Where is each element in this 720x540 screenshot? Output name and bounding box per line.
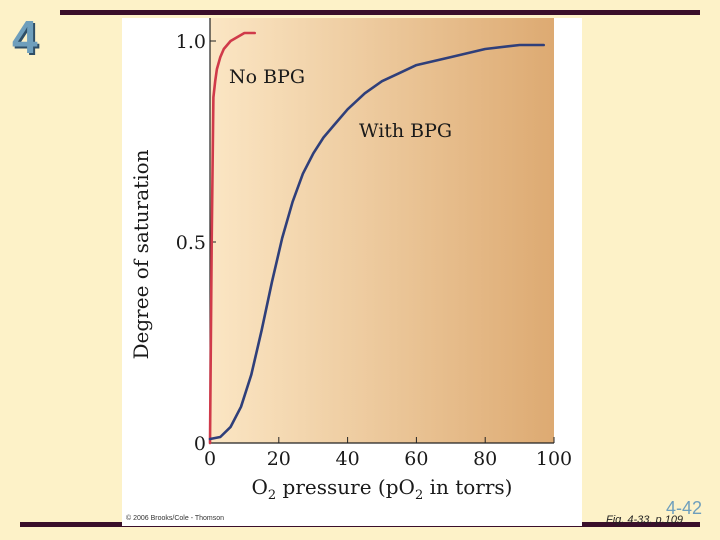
axes: 0 20 40 60 80 100 0 0.5 1.0 <box>176 18 572 470</box>
series-line-no-bpg <box>208 31 256 445</box>
chart-panel: 0 20 40 60 80 100 0 0.5 1.0 No BPG With BPG O2 p… <box>122 18 582 526</box>
series-layer <box>208 31 546 445</box>
x-axis-title: O2 pressure (pO2 in torrs) <box>252 475 513 503</box>
y-tick-label: 0 <box>194 433 206 455</box>
series-label-no-bpg: No BPG <box>229 66 305 88</box>
x-tick-label: 20 <box>267 448 291 470</box>
x-tick-label: 60 <box>404 448 428 470</box>
slide-number: 4-42 <box>666 498 703 518</box>
saturation-chart: 0 20 40 60 80 100 0 0.5 1.0 No BPG With BPG O2 p… <box>129 18 572 503</box>
x-tick-label: 80 <box>473 448 497 470</box>
series-label-with-bpg: With BPG <box>359 120 452 142</box>
x-tick-label: 100 <box>536 448 572 470</box>
y-tick-label: 0.5 <box>176 232 206 254</box>
figure-reference: Fig. 4-33, p.109 <box>606 514 684 526</box>
top-divider-bar <box>60 10 700 15</box>
plot-background <box>210 18 554 443</box>
x-tick-label: 40 <box>336 448 360 470</box>
chapter-number: 4 <box>12 11 38 63</box>
y-axis-title: Degree of saturation <box>129 149 153 359</box>
y-tick-label: 1.0 <box>176 31 206 53</box>
copyright-notice: © 2006 Brooks/Cole - Thomson <box>126 515 225 522</box>
series-line-with-bpg <box>208 43 546 441</box>
x-tick-label: 0 <box>204 448 216 470</box>
